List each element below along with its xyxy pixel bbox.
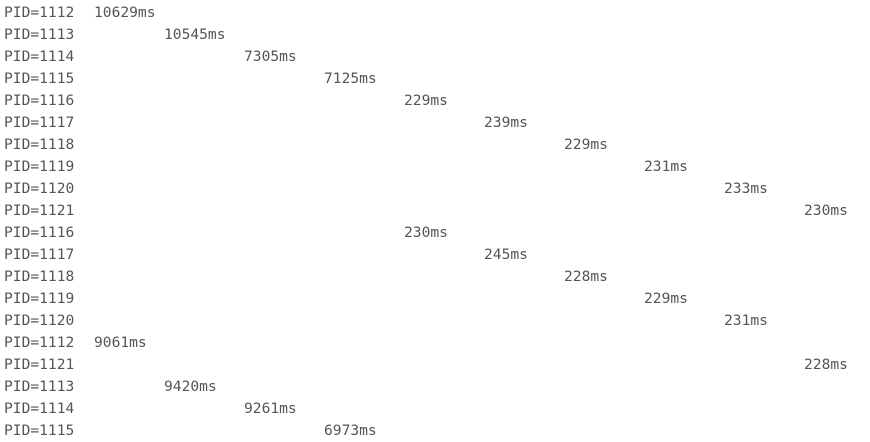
elapsed-time: 228ms xyxy=(804,356,848,373)
pid-label: PID=1120 xyxy=(4,312,75,329)
output-line: PID=1117 245ms xyxy=(4,244,866,266)
output-line: PID=1116 230ms xyxy=(4,222,866,244)
elapsed-time: 230ms xyxy=(404,224,448,241)
output-line: PID=1113 10545ms xyxy=(4,24,866,46)
output-line: PID=1113 9420ms xyxy=(4,376,866,398)
elapsed-time: 229ms xyxy=(644,290,688,307)
terminal-output: PID=1112 10629ms PID=1113 10545ms PID=1114 73… xyxy=(4,2,866,439)
output-line: PID=1112 10629ms xyxy=(4,2,866,24)
elapsed-time: 9420ms xyxy=(164,378,217,395)
output-line: PID=1114 7305ms xyxy=(4,46,866,68)
output-line: PID=1116 229ms xyxy=(4,90,866,112)
pid-label: PID=1117 xyxy=(4,246,75,263)
pid-label: PID=1113 xyxy=(4,26,75,43)
pid-label: PID=1119 xyxy=(4,158,75,175)
pid-label: PID=1121 xyxy=(4,202,75,219)
output-line: PID=1121 230ms xyxy=(4,200,866,222)
elapsed-time: 228ms xyxy=(564,268,608,285)
pid-label: PID=1118 xyxy=(4,136,75,153)
output-line: PID=1119 229ms xyxy=(4,288,866,310)
elapsed-time: 230ms xyxy=(804,202,848,219)
output-line: PID=1119 231ms xyxy=(4,156,866,178)
pid-label: PID=1121 xyxy=(4,356,75,373)
pid-label: PID=1119 xyxy=(4,290,75,307)
elapsed-time: 9061ms xyxy=(94,334,147,351)
pid-label: PID=1112 xyxy=(4,334,75,351)
elapsed-time: 245ms xyxy=(484,246,528,263)
pid-label: PID=1116 xyxy=(4,92,75,109)
output-line: PID=1117 239ms xyxy=(4,112,866,134)
output-line: PID=1120 233ms xyxy=(4,178,866,200)
pid-label: PID=1118 xyxy=(4,268,75,285)
pid-label: PID=1114 xyxy=(4,48,75,65)
pid-label: PID=1120 xyxy=(4,180,75,197)
elapsed-time: 10545ms xyxy=(164,26,226,43)
output-line: PID=1121 228ms xyxy=(4,354,866,376)
output-line: PID=1118 228ms xyxy=(4,266,866,288)
pid-label: PID=1113 xyxy=(4,378,75,395)
pid-label: PID=1117 xyxy=(4,114,75,131)
pid-label: PID=1112 xyxy=(4,4,75,21)
pid-label: PID=1114 xyxy=(4,400,75,417)
elapsed-time: 231ms xyxy=(644,158,688,175)
pid-label: PID=1115 xyxy=(4,70,75,87)
elapsed-time: 233ms xyxy=(724,180,768,197)
output-line: PID=1120 231ms xyxy=(4,310,866,332)
output-line: PID=1115 6973ms xyxy=(4,420,866,442)
elapsed-time: 239ms xyxy=(484,114,528,131)
elapsed-time: 229ms xyxy=(404,92,448,109)
output-line: PID=1112 9061ms xyxy=(4,332,866,354)
elapsed-time: 229ms xyxy=(564,136,608,153)
elapsed-time: 6973ms xyxy=(324,422,377,439)
pid-label: PID=1116 xyxy=(4,224,75,241)
output-line: PID=1118 229ms xyxy=(4,134,866,156)
elapsed-time: 231ms xyxy=(724,312,768,329)
pid-label: PID=1115 xyxy=(4,422,75,439)
output-line: PID=1115 7125ms xyxy=(4,68,866,90)
elapsed-time: 7125ms xyxy=(324,70,377,87)
elapsed-time: 10629ms xyxy=(94,4,156,21)
elapsed-time: 7305ms xyxy=(244,48,297,65)
elapsed-time: 9261ms xyxy=(244,400,297,417)
output-line: PID=1114 9261ms xyxy=(4,398,866,420)
